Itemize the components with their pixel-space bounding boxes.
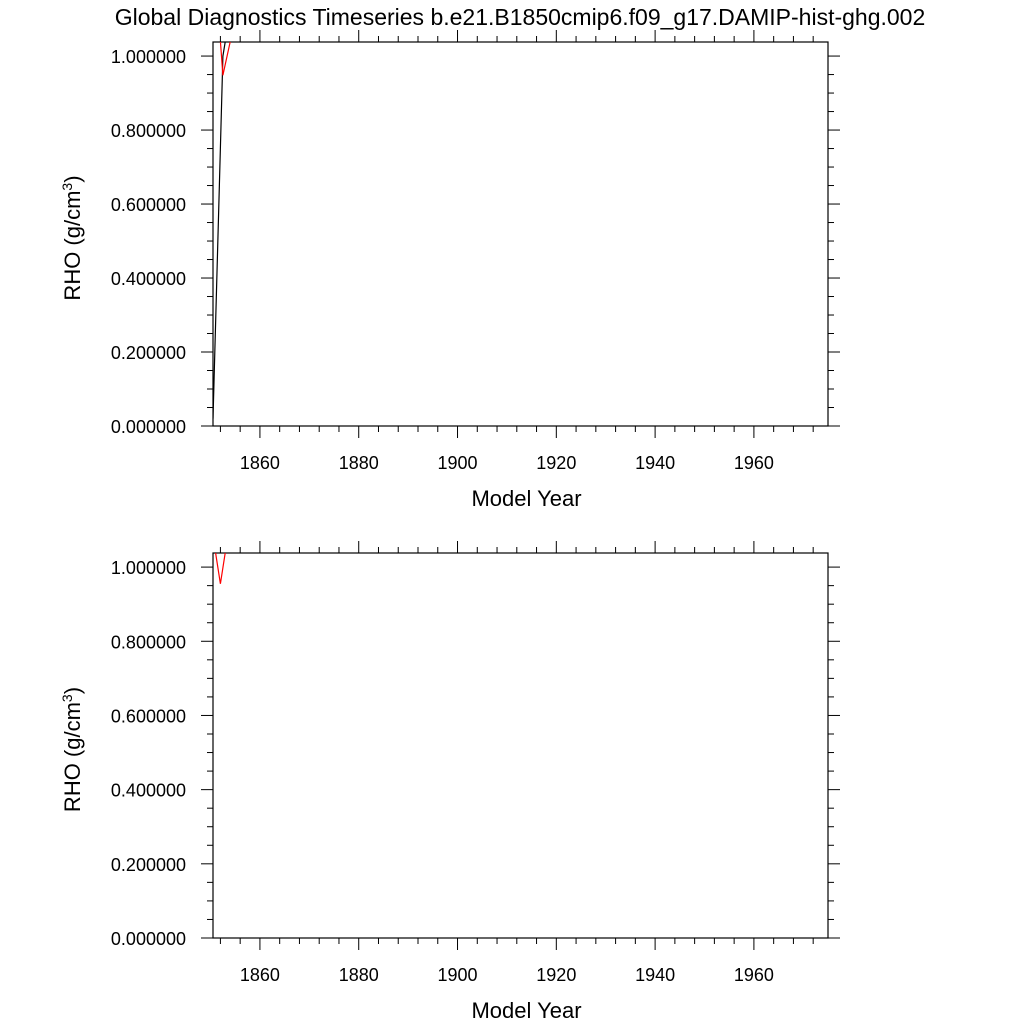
y-tick-label: 0.200000: [111, 343, 186, 363]
y-tick-label: 1.000000: [111, 558, 186, 578]
series-line-2: [219, 42, 231, 76]
y-tick-label: 0.800000: [111, 121, 186, 141]
x-tick-label: 1920: [536, 965, 576, 985]
plot-frame: [212, 552, 829, 939]
figure-title: Global Diagnostics Timeseries b.e21.B185…: [115, 4, 926, 30]
y-tick-label: 0.000000: [111, 929, 186, 949]
y-axis-label: RHO (g/cm3): [59, 175, 85, 300]
y-tick-label: 0.800000: [111, 632, 186, 652]
x-tick-label: 1940: [635, 965, 675, 985]
x-tick-label: 1940: [635, 453, 675, 473]
chart-panel-1: 1860 1880 1900 1920 1940 1960 0.000000 0.200000…: [59, 30, 840, 511]
y-axis-label: RHO (g/cm3): [59, 687, 85, 812]
y-tick-label: 0.600000: [111, 195, 186, 215]
x-tick-label: 1920: [536, 453, 576, 473]
y-tick-label: 0.000000: [111, 417, 186, 437]
x-tick-label: 1880: [339, 965, 379, 985]
series-line-1: [213, 42, 226, 419]
y-tick-label: 0.600000: [111, 706, 186, 726]
chart-panel-2: 1860 1880 1900 1920 1940 1960 0.000000 0.200000…: [59, 541, 840, 1023]
y-tick-label: 1.000000: [111, 47, 186, 67]
x-tick-label: 1900: [437, 453, 477, 473]
x-axis-label: Model Year: [471, 998, 581, 1023]
x-tick-label: 1880: [339, 453, 379, 473]
plot-frame: [212, 41, 829, 427]
y-tick-label: 0.400000: [111, 269, 186, 289]
y-tick-label: 0.400000: [111, 781, 186, 801]
y-tick-label: 0.200000: [111, 855, 186, 875]
x-tick-label: 1960: [734, 453, 774, 473]
series-line-1: [215, 553, 226, 584]
x-tick-label: 1860: [240, 453, 280, 473]
x-tick-label: 1860: [240, 965, 280, 985]
x-axis-label: Model Year: [471, 486, 581, 511]
x-tick-label: 1960: [734, 965, 774, 985]
x-tick-label: 1900: [437, 965, 477, 985]
chart-panels: 1860 1880 1900 1920 1940 1960 0.000000 0.200000…: [59, 30, 840, 1023]
